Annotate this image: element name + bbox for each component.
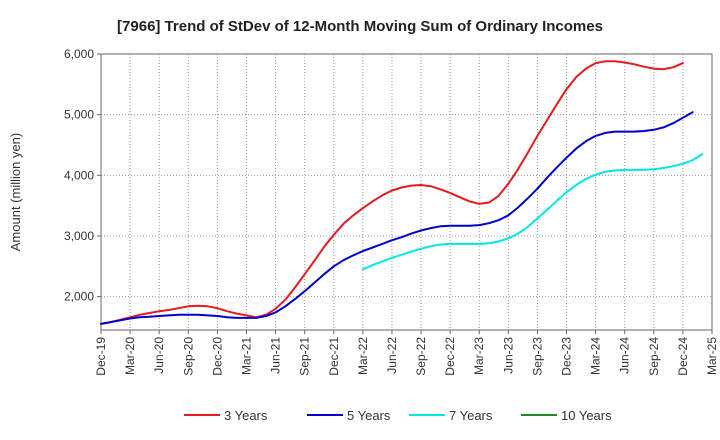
legend-label: 3 Years [224, 408, 268, 423]
series-layer [100, 60, 704, 325]
plot-frame [100, 53, 713, 331]
x-tick-label: Sep-23 [530, 337, 544, 376]
x-tick-label: Sep-22 [414, 337, 428, 376]
y-tick-label: 3,000 [64, 229, 94, 243]
legend-label: 10 Years [561, 408, 612, 423]
x-tick-label: Mar-20 [123, 337, 137, 375]
legend-label: 7 Years [449, 408, 493, 423]
series-line-5-years [100, 111, 694, 325]
x-tick-label: Jun-23 [501, 337, 515, 374]
x-tick-label: Mar-25 [705, 337, 719, 375]
x-tick-label: Mar-21 [239, 337, 253, 375]
x-tick-label: Sep-21 [298, 337, 312, 376]
y-tick-label: 6,000 [64, 47, 94, 61]
x-tick-label: Sep-20 [181, 337, 195, 376]
x-tick-label: Jun-20 [152, 337, 166, 374]
x-tick-label: Jun-22 [385, 337, 399, 374]
y-axis: 2,000 3,000 4,000 5,000 6,000 [64, 47, 101, 304]
y-axis-label: Amount (million yen) [8, 133, 23, 252]
y-tick-label: 4,000 [64, 168, 94, 182]
x-tick-label: Dec-24 [676, 337, 690, 376]
series-line-3-years [100, 60, 684, 325]
x-tick-label: Dec-20 [210, 337, 224, 376]
x-axis: Dec-19 Mar-20 Jun-20 Sep-20 Dec-20 Mar-21 Jun-… [94, 330, 719, 376]
x-tick-label: Dec-22 [443, 337, 457, 376]
chart-title: [7966] Trend of StDev of 12-Month Moving… [117, 18, 603, 35]
legend: 3 Years 5 Years 7 Years 10 Years [184, 408, 612, 423]
x-tick-label: Mar-23 [472, 337, 486, 375]
series-line-7-years [361, 153, 704, 271]
legend-label: 5 Years [347, 408, 391, 423]
x-tick-label: Sep-24 [647, 337, 661, 376]
x-tick-label: Dec-19 [94, 337, 108, 376]
x-tick-label: Jun-24 [618, 337, 632, 374]
x-tick-label: Mar-24 [589, 337, 603, 375]
x-tick-label: Jun-21 [269, 337, 283, 374]
grid-layer [100, 53, 713, 330]
y-tick-label: 5,000 [64, 108, 94, 122]
x-tick-label: Dec-21 [327, 337, 341, 376]
y-tick-label: 2,000 [64, 290, 94, 304]
x-tick-label: Dec-23 [560, 337, 574, 376]
x-tick-label: Mar-22 [356, 337, 370, 375]
